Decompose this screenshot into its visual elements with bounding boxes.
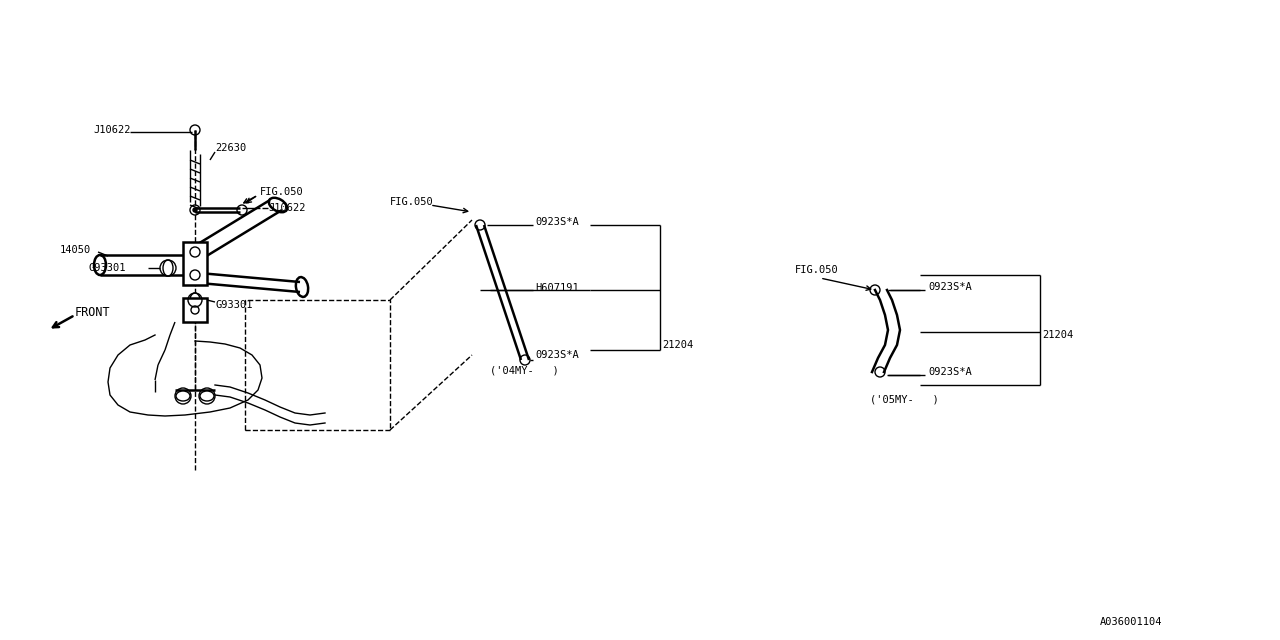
Text: J10622: J10622: [268, 203, 306, 213]
Text: 21204: 21204: [662, 340, 694, 350]
Text: A036001104: A036001104: [1100, 617, 1162, 627]
Ellipse shape: [177, 391, 189, 401]
Text: ('05MY-   ): ('05MY- ): [870, 395, 938, 405]
Text: FRONT: FRONT: [76, 305, 110, 319]
Text: G93301: G93301: [88, 263, 125, 273]
Circle shape: [193, 208, 197, 212]
Text: FIG.050: FIG.050: [260, 187, 303, 197]
Text: 22630: 22630: [215, 143, 246, 153]
Ellipse shape: [189, 293, 200, 307]
Text: H607191: H607191: [535, 283, 579, 293]
Text: J10622: J10622: [93, 125, 131, 135]
Ellipse shape: [200, 391, 214, 401]
Polygon shape: [183, 298, 207, 322]
Text: 0923S*A: 0923S*A: [928, 282, 972, 292]
Text: G93301: G93301: [215, 300, 252, 310]
Text: 0923S*A: 0923S*A: [928, 367, 972, 377]
Text: 0923S*A: 0923S*A: [535, 350, 579, 360]
Polygon shape: [183, 242, 207, 285]
Text: 0923S*A: 0923S*A: [535, 217, 579, 227]
Ellipse shape: [163, 260, 173, 276]
Text: ('04MY-   ): ('04MY- ): [490, 365, 559, 375]
Text: FIG.050: FIG.050: [795, 265, 838, 275]
Text: FIG.050: FIG.050: [390, 197, 434, 207]
Text: 21204: 21204: [1042, 330, 1073, 340]
Text: 14050: 14050: [60, 245, 91, 255]
